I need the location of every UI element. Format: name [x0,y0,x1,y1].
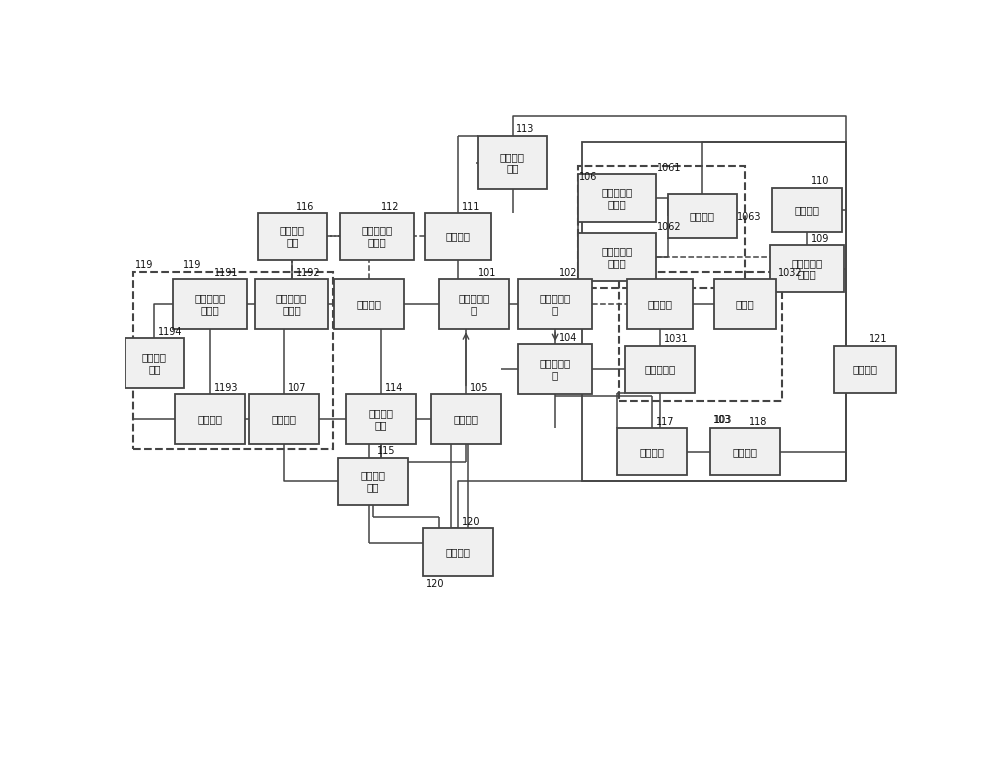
FancyBboxPatch shape [627,279,693,329]
Text: 指示模块: 指示模块 [446,231,471,241]
FancyBboxPatch shape [478,136,547,189]
Text: 103: 103 [714,414,732,424]
Text: 角度指示
模块: 角度指示 模块 [142,352,167,374]
Text: 第一角度调
整模块: 第一角度调 整模块 [602,188,633,209]
Text: 1192: 1192 [296,267,320,278]
Text: 动脉管路: 动脉管路 [647,300,672,309]
Text: 119: 119 [183,260,202,270]
Text: 110: 110 [811,176,829,186]
FancyBboxPatch shape [431,394,501,444]
FancyBboxPatch shape [258,213,327,260]
Text: 阻塞检测
模块: 阻塞检测 模块 [500,152,525,173]
Text: 114: 114 [385,383,403,393]
FancyBboxPatch shape [340,213,414,260]
Text: 112: 112 [381,201,399,211]
Text: 压力检测
模块: 压力检测 模块 [280,226,305,247]
FancyBboxPatch shape [249,394,319,444]
Text: 显示模块: 显示模块 [794,205,820,215]
Text: 按键模块: 按键模块 [640,447,664,457]
Text: 118: 118 [749,417,767,427]
FancyBboxPatch shape [617,428,687,475]
FancyBboxPatch shape [518,344,592,394]
FancyBboxPatch shape [770,245,844,293]
Text: 1063: 1063 [737,211,762,221]
Text: 101: 101 [478,267,496,278]
Text: 121: 121 [869,335,888,345]
Text: 第二角度调
整模块: 第二角度调 整模块 [602,247,633,268]
Text: 第二方向调
整模块: 第二方向调 整模块 [276,293,307,315]
Text: 开关控制模
块: 开关控制模 块 [540,293,571,315]
FancyBboxPatch shape [578,175,656,221]
Text: 比较模块: 比较模块 [454,414,479,424]
Text: 报警模块: 报警模块 [271,414,296,424]
Text: 1032: 1032 [778,267,802,278]
FancyBboxPatch shape [338,457,408,505]
FancyBboxPatch shape [346,394,416,444]
Text: 120: 120 [462,517,481,527]
Text: 旋转模块: 旋转模块 [446,547,471,557]
Text: 109: 109 [811,234,829,244]
FancyBboxPatch shape [714,279,776,329]
Text: 电源模块: 电源模块 [732,447,758,457]
FancyBboxPatch shape [175,394,245,444]
FancyBboxPatch shape [772,188,842,232]
Text: 1031: 1031 [664,335,688,345]
Text: 117: 117 [656,417,674,427]
Text: 103: 103 [713,414,732,424]
Text: 111: 111 [462,201,480,211]
Text: 静置模块: 静置模块 [853,364,878,374]
FancyBboxPatch shape [425,213,491,260]
Text: 第一流量检
测模块: 第一流量检 测模块 [791,258,823,280]
FancyBboxPatch shape [125,338,184,388]
Text: 1061: 1061 [657,163,682,173]
FancyBboxPatch shape [518,279,592,329]
FancyBboxPatch shape [334,279,404,329]
FancyBboxPatch shape [834,345,896,393]
Text: 105: 105 [470,383,488,393]
Text: 重量比较
模块: 重量比较 模块 [360,470,386,492]
Text: 119: 119 [135,260,153,270]
Text: 夹持部件: 夹持部件 [690,211,715,221]
FancyBboxPatch shape [578,234,656,280]
Text: 115: 115 [377,447,395,457]
Text: 116: 116 [296,201,315,211]
Text: 1062: 1062 [657,222,682,232]
Text: 120: 120 [426,578,444,588]
Text: 104: 104 [559,332,577,342]
Text: 重量传感
模块: 重量传感 模块 [368,408,393,430]
Text: 第二流量检
测模块: 第二流量检 测模块 [361,226,392,247]
FancyBboxPatch shape [439,279,509,329]
FancyBboxPatch shape [255,279,328,329]
FancyBboxPatch shape [423,529,493,575]
FancyBboxPatch shape [710,428,780,475]
Text: 1191: 1191 [214,267,239,278]
Text: 1193: 1193 [214,383,239,393]
FancyBboxPatch shape [625,345,695,393]
Text: 107: 107 [288,383,306,393]
Text: 102: 102 [559,267,578,278]
Text: 1194: 1194 [158,326,183,337]
Text: 静脉管路: 静脉管路 [357,300,382,309]
Text: 第一存储袋: 第一存储袋 [644,364,675,374]
Text: 蠕动泵: 蠕动泵 [736,300,754,309]
Text: 第一方向调
整模块: 第一方向调 整模块 [195,293,226,315]
Text: 时间检测模
块: 时间检测模 块 [540,358,571,380]
FancyBboxPatch shape [668,194,737,238]
Text: 113: 113 [516,124,535,134]
Text: 106: 106 [579,172,598,182]
Text: 敲击部件: 敲击部件 [198,414,223,424]
FancyBboxPatch shape [173,279,247,329]
Text: 第一检测模
块: 第一检测模 块 [458,293,489,315]
